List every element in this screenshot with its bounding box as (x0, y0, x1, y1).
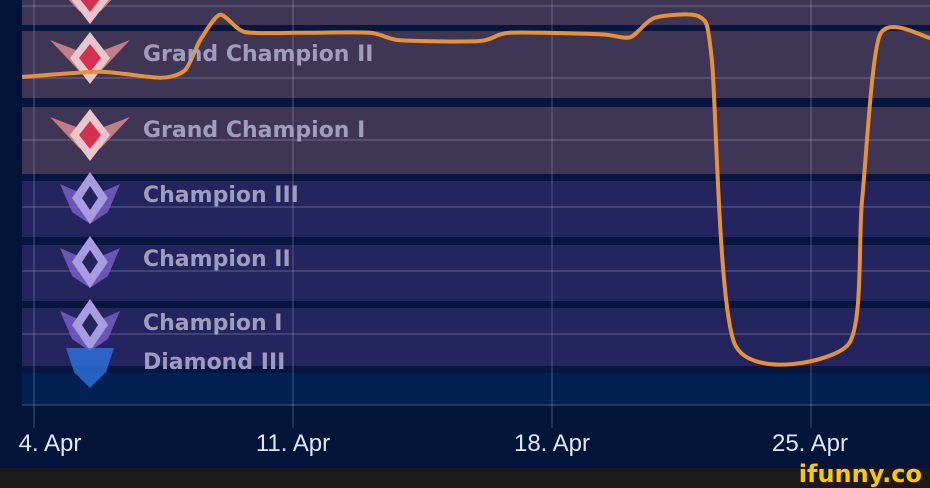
rank-band (22, 0, 930, 25)
rank-label-champion-2: Champion II (143, 247, 291, 272)
wing-shape (50, 117, 130, 149)
rank-band (22, 107, 930, 174)
rank-line (22, 12, 930, 367)
rank-label-champion-3: Champion III (143, 183, 299, 208)
grand-champion-icon (68, 0, 112, 24)
rank-band (22, 181, 930, 237)
gem-shape (82, 186, 98, 210)
gem-shape (80, 0, 100, 12)
rank-label-grand-champion-1: Grand Champion I (143, 118, 366, 143)
gem-shape (79, 121, 101, 149)
champion-3-icon (60, 172, 120, 224)
x-tick-label: 18. Apr (513, 430, 591, 457)
ifunny-watermark: ifunny.co (798, 460, 922, 488)
diamond-shape (66, 348, 114, 388)
rank-band (22, 308, 930, 366)
wing-shape (50, 40, 130, 72)
footer-bar: ifunny.co (0, 460, 930, 488)
rank-label-diamond-3: Diamond III (143, 350, 286, 375)
champion-1-icon (60, 299, 120, 351)
rank-band (22, 245, 930, 301)
gem-shape (79, 44, 101, 72)
rank-label-grand-champion-2: Grand Champion II (143, 42, 374, 67)
rank-label-champion-1: Champion I (143, 311, 283, 336)
gem-shape (82, 313, 98, 337)
gem-shape (82, 250, 98, 274)
x-tick-label: 11. Apr (255, 430, 331, 457)
rank-chart (22, 0, 930, 428)
x-tick-label: 25. Apr (771, 430, 849, 457)
x-tick-label: 4. Apr (18, 430, 82, 457)
diamond-3-icon (66, 348, 114, 388)
champion-2-icon (60, 236, 120, 288)
grand-champion-icon (50, 109, 130, 161)
rank-band (22, 373, 930, 405)
